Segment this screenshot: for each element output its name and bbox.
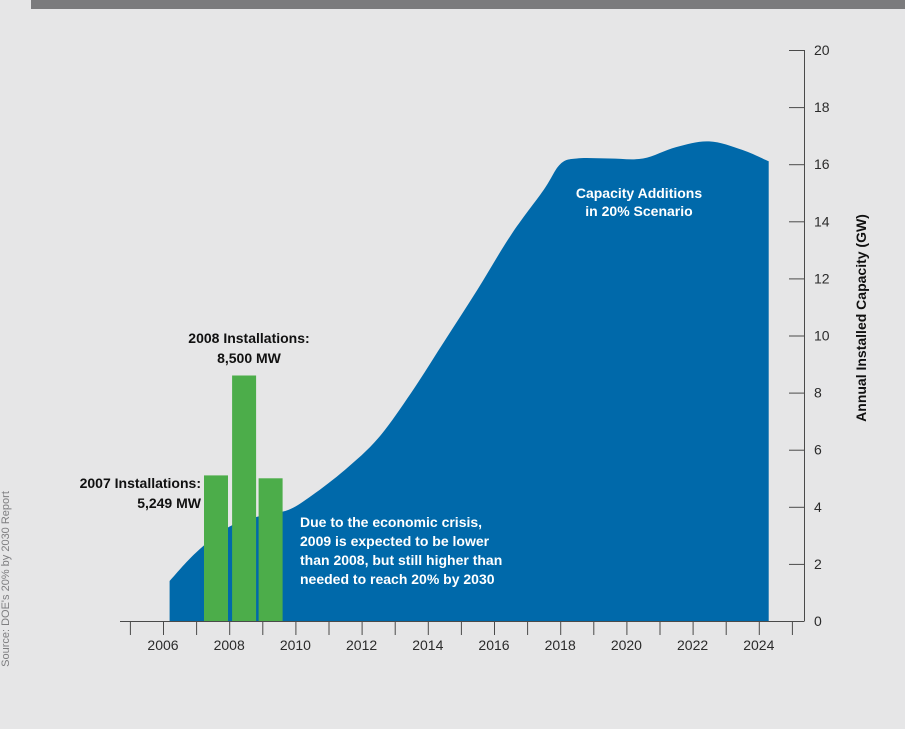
annotation-2008: 2008 Installations: 8,500 MW — [188, 330, 309, 366]
x-tick-label: 2018 — [545, 637, 576, 653]
x-tick-label: 2016 — [478, 637, 509, 653]
y-tick-label: 6 — [814, 442, 822, 458]
annotation-2009: Due to the economic crisis, 2009 is expec… — [300, 514, 502, 587]
annotations-layer: 2008 Installations: 8,500 MW 2007 Installa… — [80, 185, 703, 587]
axes-layer: 0 2 4 6 8 10 12 14 16 18 20 2006 2008 2010 2012 2014 201… — [120, 42, 869, 653]
y-tick-label: 10 — [814, 328, 830, 344]
x-tick-label: 2012 — [346, 637, 377, 653]
x-tick-label: 2024 — [743, 637, 774, 653]
annotation-line: needed to reach 20% by 2030 — [300, 571, 495, 587]
annotation-line: than 2008, but still higher than — [300, 552, 502, 568]
y-tick-label: 16 — [814, 156, 830, 172]
y-tick-label: 20 — [814, 42, 830, 58]
x-tick-label: 2022 — [677, 637, 708, 653]
y-tick-label: 12 — [814, 270, 830, 286]
x-tick-label: 2008 — [214, 637, 245, 653]
annotation-line: 5,249 MW — [137, 495, 202, 511]
installation-bar — [232, 375, 257, 621]
installation-bar — [258, 478, 283, 622]
y-tick-label: 0 — [814, 613, 822, 629]
y-tick-label: 14 — [814, 213, 830, 229]
annotation-line: 2009 is expected to be lower — [300, 533, 490, 549]
y-axis-label: Annual Installed Capacity (GW) — [853, 214, 869, 422]
annotation-line: 2007 Installations: — [80, 475, 201, 491]
annotation-2007: 2007 Installations: 5,249 MW — [80, 475, 202, 511]
annotation-line: 2008 Installations: — [188, 330, 309, 346]
chart: 0 2 4 6 8 10 12 14 16 18 20 2006 2008 2010 2012 2014 201… — [80, 42, 869, 653]
annotation-line: in 20% Scenario — [585, 203, 692, 219]
y-tick-label: 2 — [814, 556, 822, 572]
y-tick-label: 4 — [814, 499, 822, 515]
y-tick-label: 8 — [814, 385, 822, 401]
x-tick-label: 2014 — [412, 637, 443, 653]
x-tick-label: 2020 — [611, 637, 642, 653]
area-layer — [169, 141, 769, 622]
capacity-area — [169, 141, 769, 622]
bars-layer — [204, 375, 283, 622]
annotation-line: Capacity Additions — [576, 185, 702, 201]
annotation-line: 8,500 MW — [217, 350, 282, 366]
top-bar — [31, 0, 905, 9]
x-tick-label: 2010 — [280, 637, 311, 653]
installation-bar — [204, 475, 228, 621]
y-tick-label: 18 — [814, 99, 830, 115]
x-tick-label: 2006 — [147, 637, 178, 653]
annotation-scenario: Capacity Additions in 20% Scenario — [576, 185, 702, 219]
annotation-line: Due to the economic crisis, — [300, 514, 482, 530]
